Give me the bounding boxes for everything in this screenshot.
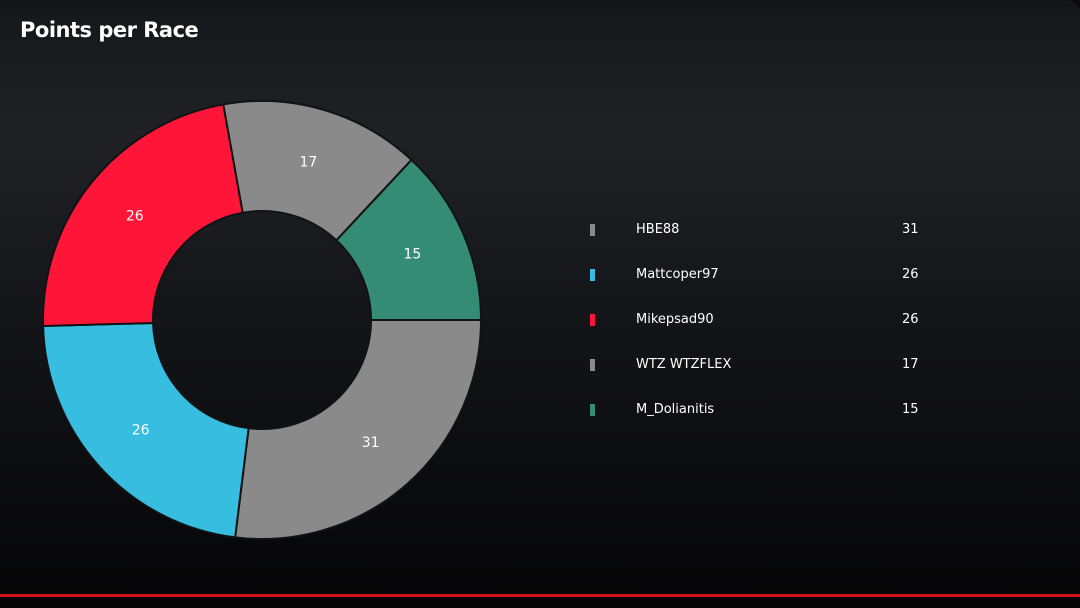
donut-chart: 31 26 26 17 15 — [42, 100, 483, 540]
legend-swatch — [590, 269, 595, 281]
legend-value: 17 — [902, 357, 919, 372]
legend-swatch — [590, 314, 595, 326]
slice-value-label-1: 26 — [132, 422, 150, 438]
legend-name: Mikepsad90 — [636, 312, 714, 327]
legend-value: 26 — [902, 312, 919, 327]
legend-value: 15 — [902, 402, 919, 417]
slice-value-label-0: 31 — [362, 435, 380, 451]
accent-divider — [0, 594, 1080, 597]
legend-value: 31 — [902, 222, 919, 237]
legend-swatch — [590, 359, 595, 371]
donut-slice-2[interactable] — [42, 103, 244, 328]
legend-swatch — [590, 404, 595, 416]
donut-slice-4[interactable] — [334, 158, 483, 321]
legend-swatch — [590, 224, 595, 236]
chart-legend: HBE88 31 Mattcoper97 26 Mikepsad90 26 WTZ WTZF… — [590, 222, 930, 447]
legend-name: WTZ WTZFLEX — [636, 357, 732, 372]
legend-name: M_Dolianitis — [636, 402, 715, 417]
legend-name: Mattcoper97 — [636, 267, 719, 282]
legend-item[interactable]: Mattcoper97 26 — [590, 267, 930, 312]
legend-name: HBE88 — [636, 222, 680, 237]
donut-slice-1[interactable] — [42, 321, 250, 539]
legend-value: 26 — [902, 267, 919, 282]
legend-item[interactable]: HBE88 31 — [590, 222, 930, 267]
slice-value-label-4: 15 — [404, 247, 422, 263]
donut-slice-3[interactable] — [222, 100, 413, 242]
legend-item[interactable]: Mikepsad90 26 — [590, 312, 930, 357]
legend-item[interactable]: M_Dolianitis 15 — [590, 402, 930, 447]
slice-value-label-2: 26 — [126, 209, 144, 225]
legend-item[interactable]: WTZ WTZFLEX 17 — [590, 357, 930, 402]
donut-slice-0[interactable] — [234, 319, 483, 540]
chart-title: Points per Race — [20, 18, 199, 42]
slice-value-label-3: 17 — [299, 155, 317, 171]
